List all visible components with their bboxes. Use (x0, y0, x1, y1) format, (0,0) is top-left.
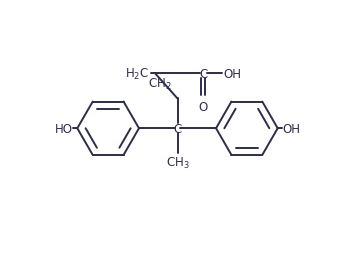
Text: O: O (198, 100, 208, 113)
Text: CH$_2$: CH$_2$ (148, 76, 171, 91)
Text: C: C (173, 122, 182, 135)
Text: OH: OH (283, 122, 301, 135)
Text: H$_2$C: H$_2$C (125, 67, 149, 82)
Text: OH: OH (223, 68, 241, 81)
Text: HO: HO (54, 122, 72, 135)
Text: CH$_3$: CH$_3$ (166, 156, 189, 171)
Text: C: C (199, 68, 207, 81)
